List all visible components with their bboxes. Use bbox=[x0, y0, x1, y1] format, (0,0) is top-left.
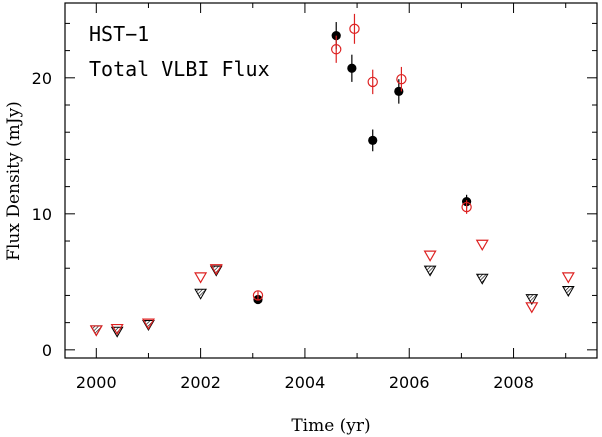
data-point-open-circle bbox=[252, 290, 264, 301]
x-axis-label: Time (yr) bbox=[291, 416, 370, 436]
y-axis-label: Flux Density (mJy) bbox=[4, 101, 24, 261]
x-tick-label: 2000 bbox=[76, 373, 117, 392]
data-point-open-triangle bbox=[89, 325, 103, 337]
x-tick-label: 2002 bbox=[180, 373, 221, 392]
data-point-open-circle bbox=[331, 44, 342, 55]
data-point-filled-circle bbox=[394, 86, 404, 97]
data-point-hatched-triangle bbox=[525, 294, 539, 306]
data-point-filled-circle bbox=[368, 135, 378, 145]
data-point-open-triangle bbox=[475, 239, 489, 251]
y-tick-label: 0 bbox=[42, 341, 52, 360]
data-points bbox=[89, 13, 575, 338]
data-point-open-triangle bbox=[141, 318, 155, 330]
data-point-hatched-triangle bbox=[561, 285, 575, 297]
x-tick-label: 2008 bbox=[493, 373, 534, 392]
axis-ticks: 2000 2002 2004 2006 2008 0 10 20 bbox=[32, 3, 597, 392]
data-point-filled-circle bbox=[347, 63, 357, 73]
data-point-open-circle bbox=[349, 23, 360, 35]
data-point-hatched-triangle bbox=[423, 265, 437, 277]
x-tick-label: 2004 bbox=[285, 373, 326, 392]
data-point-open-circle bbox=[396, 73, 407, 85]
data-point-open-circle bbox=[461, 201, 472, 213]
annotation-object: HST−1 bbox=[89, 22, 149, 46]
data-point-hatched-triangle bbox=[475, 273, 489, 285]
data-point-open-triangle bbox=[110, 323, 124, 336]
data-point-hatched-triangle bbox=[110, 326, 124, 338]
y-tick-label: 20 bbox=[32, 69, 52, 88]
data-point-open-triangle bbox=[525, 302, 539, 314]
plot-frame bbox=[64, 2, 598, 359]
data-point-open-triangle bbox=[423, 250, 437, 262]
data-point-hatched-triangle bbox=[194, 288, 207, 300]
data-point-open-circle bbox=[367, 76, 378, 88]
data-point-open-triangle bbox=[194, 272, 208, 284]
annotation-description: Total VLBI Flux bbox=[89, 57, 270, 81]
y-tick-label: 10 bbox=[32, 205, 52, 224]
x-tick-label: 2006 bbox=[389, 373, 430, 392]
data-point-hatched-triangle bbox=[89, 325, 103, 337]
data-point-open-triangle bbox=[209, 264, 223, 276]
data-point-open-triangle bbox=[561, 272, 575, 284]
